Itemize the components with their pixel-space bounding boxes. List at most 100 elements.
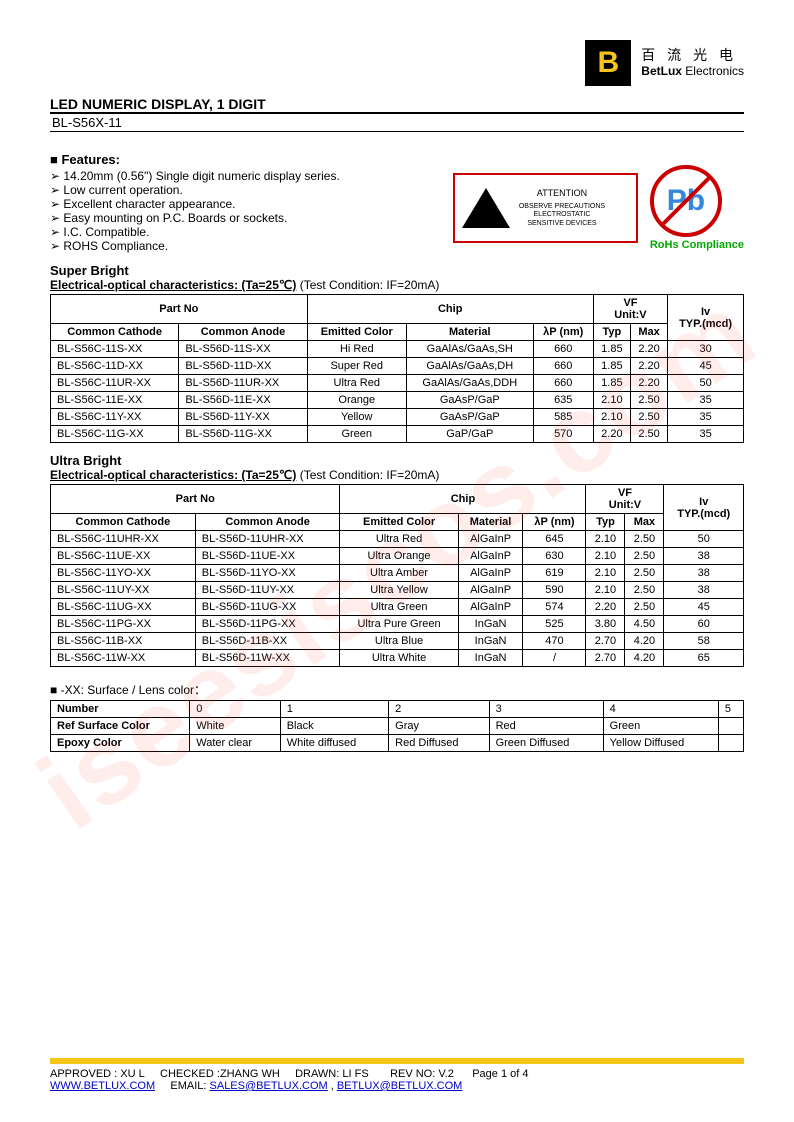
table-cell: 60 [664, 616, 744, 633]
lens-color-title: -XX: Surface / Lens color： [50, 681, 744, 698]
table-cell: Ultra Amber [340, 565, 458, 582]
esd-triangle-icon [462, 188, 510, 228]
table-cell: Ultra Red [307, 375, 406, 392]
table-cell: BL-S56C-11W-XX [51, 650, 196, 667]
table-cell: InGaN [458, 616, 523, 633]
table-cell: 2.20 [630, 358, 667, 375]
table-cell: 1.85 [593, 341, 630, 358]
footer-bar [50, 1058, 744, 1064]
table-cell: AlGaInP [458, 531, 523, 548]
footer-url-link[interactable]: WWW.BETLUX.COM [50, 1080, 155, 1092]
lens-epoxy-cell: Water clear [190, 735, 280, 752]
lens-number-cell: 1 [280, 701, 388, 718]
table-cell: 2.50 [625, 548, 664, 565]
lens-epoxy-cell: Red Diffused [389, 735, 489, 752]
ub-hdr-mat: Material [458, 514, 523, 531]
table-cell: 1.85 [593, 375, 630, 392]
table-cell: 590 [523, 582, 586, 599]
table-cell: 35 [668, 392, 744, 409]
table-cell: / [523, 650, 586, 667]
table-row: BL-S56C-11B-XXBL-S56D-11B-XXUltra BlueIn… [51, 633, 744, 650]
table-cell: Ultra Yellow [340, 582, 458, 599]
table-cell: 2.10 [593, 392, 630, 409]
lens-number-cell: 0 [190, 701, 280, 718]
table-cell: Ultra Green [340, 599, 458, 616]
table-row: BL-S56C-11S-XXBL-S56D-11S-XXHi RedGaAlAs… [51, 341, 744, 358]
ub-hdr-typ: Typ [586, 514, 625, 531]
lens-surface-cell: Gray [389, 718, 489, 735]
lens-surface-cell: Red [489, 718, 603, 735]
ub-hdr-vf: VFUnit:V [586, 485, 664, 514]
footer-email2-link[interactable]: BETLUX@BETLUX.COM [337, 1080, 462, 1092]
table-cell: 2.50 [625, 565, 664, 582]
table-cell: 50 [664, 531, 744, 548]
table-row: BL-S56C-11W-XXBL-S56D-11W-XXUltra WhiteI… [51, 650, 744, 667]
ub-hdr-max: Max [625, 514, 664, 531]
lens-hdr-number: Number [51, 701, 190, 718]
table-cell: BL-S56D-11UG-XX [195, 599, 340, 616]
lens-epoxy-cell: Green Diffused [489, 735, 603, 752]
table-row: BL-S56C-11E-XXBL-S56D-11E-XXOrangeGaAsP/… [51, 392, 744, 409]
table-cell: 65 [664, 650, 744, 667]
lens-surface-cell: Black [280, 718, 388, 735]
table-cell: AlGaInP [458, 565, 523, 582]
table-cell: BL-S56D-11B-XX [195, 633, 340, 650]
table-cell: 525 [523, 616, 586, 633]
sb-hdr-ec: Emitted Color [307, 324, 406, 341]
table-cell: 2.10 [586, 548, 625, 565]
rohs-pb-icon: Pb [650, 165, 722, 237]
table-cell: BL-S56C-11PG-XX [51, 616, 196, 633]
table-cell: BL-S56C-11E-XX [51, 392, 179, 409]
table-cell: BL-S56D-11W-XX [195, 650, 340, 667]
ub-hdr-iv: IvTYP.(mcd) [664, 485, 744, 531]
table-row: BL-S56C-11PG-XXBL-S56D-11PG-XXUltra Pure… [51, 616, 744, 633]
table-cell: BL-S56C-11S-XX [51, 341, 179, 358]
part-number: BL-S56X-11 [52, 115, 122, 130]
ub-hdr-chip: Chip [340, 485, 586, 514]
table-cell: 38 [664, 582, 744, 599]
table-cell: BL-S56D-11S-XX [179, 341, 307, 358]
table-cell: BL-S56D-11Y-XX [179, 409, 307, 426]
esd-warning-box: ATTENTION OBSERVE PRECAUTIONS ELECTROSTA… [453, 173, 638, 243]
lens-epoxy-cell: White diffused [280, 735, 388, 752]
table-cell: 2.20 [593, 426, 630, 443]
table-cell: Super Red [307, 358, 406, 375]
table-row: BL-S56C-11D-XXBL-S56D-11D-XXSuper RedGaA… [51, 358, 744, 375]
table-row: BL-S56C-11UE-XXBL-S56D-11UE-XXUltra Oran… [51, 548, 744, 565]
lens-number-cell: 3 [489, 701, 603, 718]
table-cell: Yellow [307, 409, 406, 426]
table-cell: 574 [523, 599, 586, 616]
table-cell: 38 [664, 565, 744, 582]
table-cell: Hi Red [307, 341, 406, 358]
lens-epoxy-cell: Yellow Diffused [603, 735, 718, 752]
table-row: BL-S56C-11UY-XXBL-S56D-11UY-XXUltra Yell… [51, 582, 744, 599]
ub-hdr-ca: Common Anode [195, 514, 340, 531]
page-title: LED NUMERIC DISPLAY, 1 DIGIT [50, 96, 744, 112]
logo-icon: B [585, 40, 631, 86]
table-cell: BL-S56C-11UY-XX [51, 582, 196, 599]
table-cell: AlGaInP [458, 582, 523, 599]
lens-number-cell: 5 [718, 701, 743, 718]
sb-hdr-mat: Material [406, 324, 533, 341]
table-cell: BL-S56C-11Y-XX [51, 409, 179, 426]
lens-surface-cell [718, 718, 743, 735]
table-cell: Orange [307, 392, 406, 409]
table-cell: BL-S56C-11UHR-XX [51, 531, 196, 548]
table-cell: BL-S56D-11UE-XX [195, 548, 340, 565]
footer-email1-link[interactable]: SALES@BETLUX.COM [210, 1080, 328, 1092]
table-cell: 4.20 [625, 650, 664, 667]
table-cell: 2.10 [586, 531, 625, 548]
table-cell: 470 [523, 633, 586, 650]
table-cell: GaP/GaP [406, 426, 533, 443]
table-cell: 4.20 [625, 633, 664, 650]
esd-line3: SENSITIVE DEVICES [519, 220, 605, 228]
footer: APPROVED : XU L CHECKED :ZHANG WH DRAWN:… [50, 1058, 744, 1092]
table-cell: 585 [533, 409, 593, 426]
sb-hdr-typ: Typ [593, 324, 630, 341]
table-cell: Ultra White [340, 650, 458, 667]
table-cell: Ultra Blue [340, 633, 458, 650]
ub-hdr-lp: λP (nm) [523, 514, 586, 531]
sb-hdr-max: Max [630, 324, 667, 341]
table-cell: BL-S56D-11UY-XX [195, 582, 340, 599]
table-row: BL-S56C-11YO-XXBL-S56D-11YO-XXUltra Ambe… [51, 565, 744, 582]
